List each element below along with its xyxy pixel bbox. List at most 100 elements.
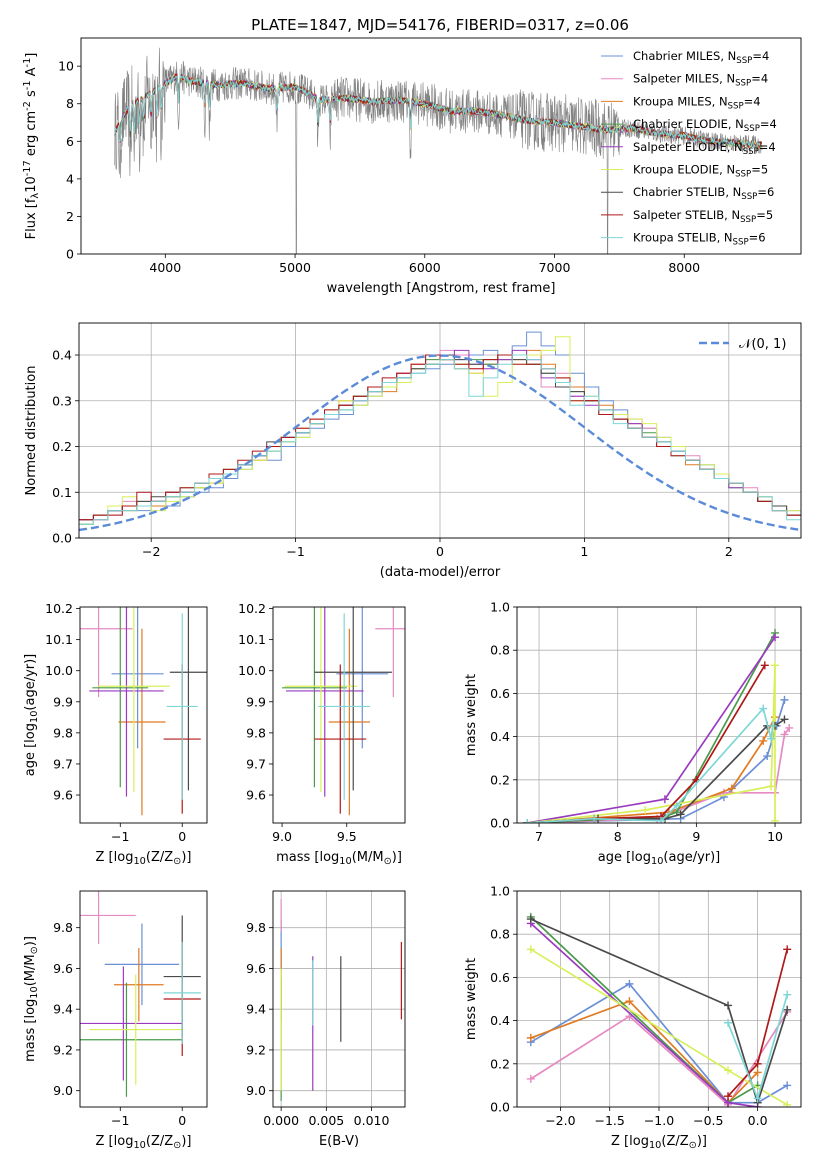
weight-point-marker bbox=[768, 721, 777, 730]
x-tick-label: 5000 bbox=[279, 260, 311, 275]
weight-point-marker bbox=[759, 704, 768, 713]
legend-label: Salpeter ELODIE, NSSP=4 bbox=[633, 140, 776, 157]
y-tick-label: 10.0 bbox=[238, 663, 266, 678]
y-tick-label: 0.4 bbox=[52, 348, 72, 363]
y-tick-label: 0.2 bbox=[490, 1056, 510, 1071]
weight-series-line bbox=[530, 922, 758, 1107]
y-tick-label: 9.4 bbox=[53, 1002, 73, 1017]
weight-point-marker bbox=[523, 819, 532, 823]
weight-point-marker bbox=[767, 734, 776, 743]
mass-age-plot: 9.0 9.5 9.6 9.7 9.8 9.9 10.0 10.1 10.2 mass [log1… bbox=[238, 601, 406, 867]
y-tick-label: 0.0 bbox=[490, 1100, 510, 1115]
legend-label: Chabrier STELIB, NSSP=6 bbox=[633, 185, 774, 202]
y-tick-label: 9.6 bbox=[246, 961, 266, 976]
y-tick-label: 9.8 bbox=[246, 920, 266, 935]
y-axis-label: mass [log10(M/M⊙)] bbox=[23, 936, 40, 1062]
y-tick-label: 9.9 bbox=[246, 694, 266, 709]
x-tick-label: 9.0 bbox=[272, 829, 292, 844]
axes-frame bbox=[516, 606, 802, 824]
y-tick-label: 9.8 bbox=[53, 920, 73, 935]
x-tick-label: 0 bbox=[436, 544, 444, 559]
weight-point-marker bbox=[724, 1001, 733, 1010]
x-tick-label: 7 bbox=[535, 829, 543, 844]
y-tick-label: 0.8 bbox=[490, 643, 510, 658]
y-tick-label: 0.4 bbox=[490, 729, 510, 744]
y-tick-label: 1.0 bbox=[490, 884, 510, 899]
legend-label: Salpeter STELIB, NSSP=5 bbox=[633, 208, 773, 225]
weight-series-line bbox=[527, 699, 786, 823]
weight-point-marker bbox=[625, 979, 634, 988]
plot-area bbox=[80, 607, 207, 816]
y-axis-label: age [log10(age/yr)] bbox=[23, 654, 40, 777]
weight-point-marker bbox=[771, 816, 780, 823]
y-tick-label: 9.8 bbox=[246, 725, 266, 740]
y-tick-label: 2 bbox=[66, 209, 74, 224]
normal-curve bbox=[79, 354, 801, 532]
legend-label: Salpeter MILES, NSSP=4 bbox=[633, 72, 768, 89]
y-tick-label: 10.1 bbox=[45, 632, 73, 647]
legend-label: Chabrier MILES, NSSP=4 bbox=[633, 49, 769, 66]
weight-point-marker bbox=[783, 1100, 792, 1107]
weight-point-marker bbox=[672, 801, 681, 810]
x-tick-label: 9 bbox=[692, 829, 700, 844]
weight-point-marker bbox=[753, 1094, 762, 1103]
x-tick-label: −1.0 bbox=[644, 1113, 674, 1128]
x-axis-label: mass [log10(M/M⊙)] bbox=[276, 850, 402, 867]
age-mass-weight-plot: 7 8 9 10 0.0 0.2 0.4 0.6 0.8 1.0 age [log10(age/yr… bbox=[464, 600, 802, 867]
y-axis-label: Normed distribution bbox=[24, 366, 39, 496]
weight-point-marker bbox=[783, 1005, 792, 1014]
weight-point-marker bbox=[526, 1074, 535, 1083]
axes-frame bbox=[272, 890, 406, 1108]
x-axis-label: E(B-V) bbox=[319, 1134, 359, 1149]
y-tick-label: 1.0 bbox=[490, 600, 510, 615]
plot-area bbox=[282, 607, 405, 816]
weight-point-marker bbox=[724, 1092, 733, 1101]
model-spectrum bbox=[114, 73, 763, 150]
y-tick-label: 0.0 bbox=[490, 816, 510, 831]
x-tick-label: −1.5 bbox=[595, 1113, 625, 1128]
x-tick-label: 0.005 bbox=[308, 1113, 344, 1128]
weight-point-marker bbox=[625, 997, 634, 1006]
axes-frame bbox=[516, 890, 802, 1108]
x-tick-label: −2 bbox=[142, 544, 160, 559]
y-tick-label: 8 bbox=[66, 96, 74, 111]
x-axis-label: wavelength [Angstrom, rest frame] bbox=[327, 281, 556, 296]
weight-series-line bbox=[527, 716, 776, 823]
y-tick-label: 10 bbox=[58, 59, 74, 74]
y-tick-label: 9.9 bbox=[53, 694, 73, 709]
y-tick-label: 4 bbox=[66, 171, 74, 186]
metallicity-mass-weight-plot: −2.0 −1.5 −1.0 −0.5 0.0 0.0 0.2 0.4 0.6 0.8 1.0 Z [… bbox=[464, 884, 802, 1151]
y-tick-label: 9.2 bbox=[53, 1042, 73, 1057]
plot-area bbox=[280, 899, 402, 1101]
weight-series-line bbox=[527, 665, 776, 823]
x-tick-label: 0.0 bbox=[748, 1113, 768, 1128]
x-tick-label: −1 bbox=[286, 544, 304, 559]
weight-series-line bbox=[527, 632, 776, 823]
y-tick-label: 0.0 bbox=[52, 531, 72, 546]
x-tick-label: 7000 bbox=[539, 260, 571, 275]
y-tick-label: 10.0 bbox=[45, 663, 73, 678]
x-axis-label: Z [log10(Z/Z⊙)] bbox=[96, 850, 192, 867]
x-tick-label: −1 bbox=[111, 1113, 129, 1128]
spectrum-plot: 4000 5000 6000 7000 8000 0 2 4 6 8 10 wavelength [A… bbox=[22, 37, 802, 296]
y-tick-label: 9.7 bbox=[246, 756, 266, 771]
weight-series-line bbox=[527, 727, 790, 823]
figure-title: PLATE=1847, MJD=54176, FIBERID=0317, z=0… bbox=[251, 16, 629, 34]
weight-point-marker bbox=[780, 695, 789, 704]
x-tick-label: 6000 bbox=[409, 260, 441, 275]
weight-point-marker bbox=[771, 661, 780, 670]
legend-label: Chabrier ELODIE, NSSP=4 bbox=[633, 117, 777, 134]
y-tick-label: 9.8 bbox=[53, 725, 73, 740]
x-axis-label: (data-model)/error bbox=[380, 565, 501, 580]
y-tick-label: 0.2 bbox=[52, 439, 72, 454]
weight-series-line bbox=[527, 636, 776, 823]
y-axis-label: Flux [fλ10-17 erg cm-2 s-1 A-1] bbox=[22, 53, 41, 240]
x-axis-label: Z [log10(Z/Z⊙)] bbox=[96, 1134, 192, 1151]
x-tick-label: 0.000 bbox=[263, 1113, 299, 1128]
y-tick-label: 9.0 bbox=[246, 1083, 266, 1098]
weight-series-line bbox=[530, 918, 789, 1106]
y-axis-label: mass weight bbox=[464, 674, 479, 756]
x-tick-label: −0.5 bbox=[693, 1113, 723, 1128]
y-tick-label: 0.6 bbox=[490, 970, 510, 985]
weight-point-marker bbox=[656, 816, 665, 823]
